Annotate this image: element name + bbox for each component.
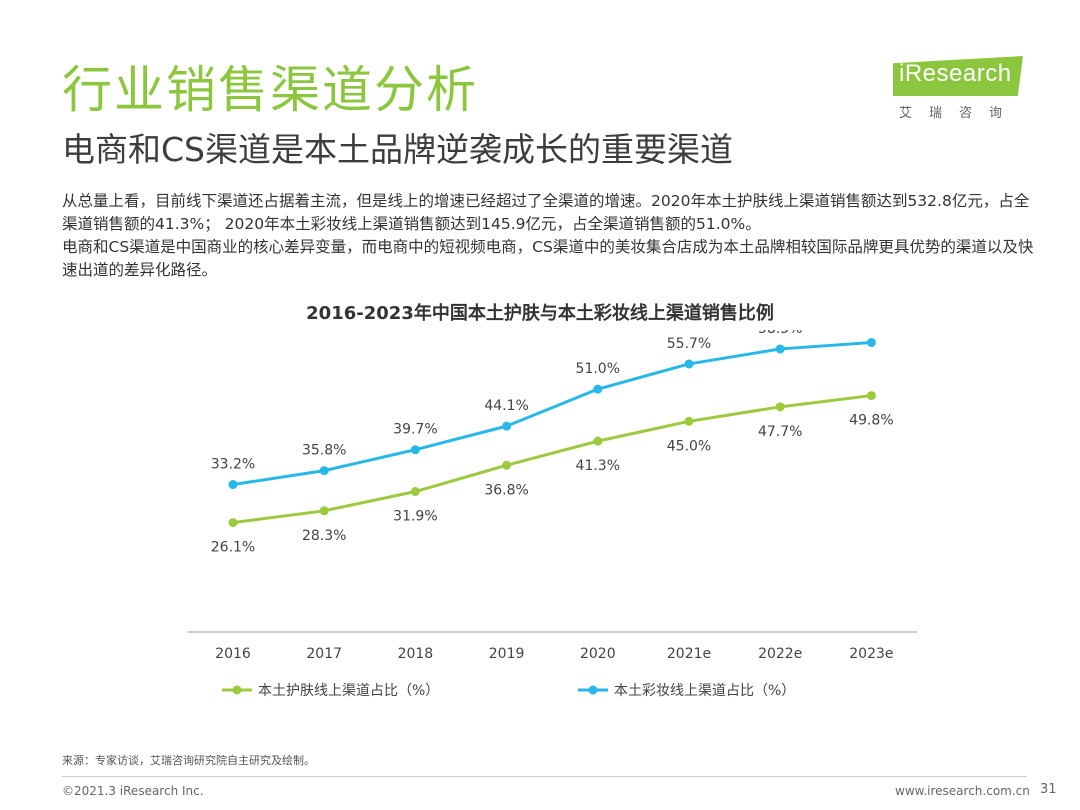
footer-divider [62,776,1027,777]
data-label: 44.1% [484,398,528,414]
data-label: 58.5% [758,330,802,337]
legend-label: 本土彩妆线上渠道占比（%） [614,683,795,699]
skincare-point [319,506,329,516]
x-tick-label: 2017 [306,646,342,662]
data-label: 59.7% [849,330,893,331]
x-tick-label: 2018 [398,646,434,662]
data-label: 51.0% [576,361,620,377]
legend-label: 本土护肤线上渠道占比（%） [258,683,439,699]
data-label: 26.1% [211,540,255,556]
data-label: 36.8% [484,482,528,498]
makeup-point [319,466,329,476]
x-tick-label: 2022e [758,646,802,662]
page-subtitle: 电商和CS渠道是本土品牌逆袭成长的重要渠道 [62,130,733,169]
makeup-point [866,338,876,348]
makeup-point [684,359,694,369]
makeup-point [593,384,603,394]
makeup-series-line [232,341,872,487]
page-title: 行业销售渠道分析 [62,61,478,119]
data-label: 47.7% [758,424,802,440]
source-note: 来源：专家访谈，艾瑞咨询研究院自主研究及绘制。 [62,754,315,767]
skincare-point [593,436,603,446]
website-link[interactable]: www.iresearch.com.cn [895,784,1030,798]
logo-subtitle: 艾瑞咨询 [899,106,1020,121]
x-tick-label: 2016 [215,646,251,662]
iresearch-logo: iResearch 艾瑞咨询 [893,56,1028,121]
data-label: 49.8% [849,413,893,429]
page-number: 31 [1040,782,1057,797]
skincare-point [228,518,238,528]
makeup-point [228,480,238,490]
skincare-point [502,460,512,470]
summary-text: 从总量上看，目前线下渠道还占据着主流，但是线上的增速已经超过了全渠道的增速。20… [62,190,1034,282]
data-label: 45.0% [667,438,711,454]
makeup-point [775,344,785,354]
logo-badge [893,56,1023,96]
skincare-series-line [232,394,872,525]
x-tick-label: 2020 [580,646,616,662]
data-label: 39.7% [393,422,437,438]
summary-paragraph-2: 电商和CS渠道是中国商业的核心差异变量，而电商中的短视频电商，CS渠道中的美妆集… [62,238,1034,279]
skincare-point [410,487,420,497]
chart-title: 2016-2023年中国本土护肤与本土彩妆线上渠道销售比例 [306,303,774,324]
data-label: 33.2% [211,457,255,473]
line-chart: 2016 2017 2018 2019 2020 2021e 2022e 2023e 26.1%… [188,330,917,699]
skincare-point [866,391,876,401]
data-label: 31.9% [393,509,437,525]
data-label: 55.7% [667,336,711,352]
data-label: 35.8% [302,443,346,459]
makeup-point [502,421,512,431]
logo-name: iResearch [899,60,1012,87]
x-tick-label: 2023e [849,646,893,662]
x-tick-label: 2021e [667,646,711,662]
summary-paragraph-1: 从总量上看，目前线下渠道还占据着主流，但是线上的增速已经超过了全渠道的增速。20… [62,192,1030,233]
legend-marker [588,685,598,695]
legend-marker [232,685,242,695]
data-label: 28.3% [302,528,346,544]
data-label: 41.3% [576,458,620,474]
skincare-point [684,416,694,426]
skincare-point [775,402,785,412]
copyright: ©2021.3 iResearch Inc. [62,784,204,798]
x-tick-label: 2019 [489,646,525,662]
makeup-point [410,445,420,455]
